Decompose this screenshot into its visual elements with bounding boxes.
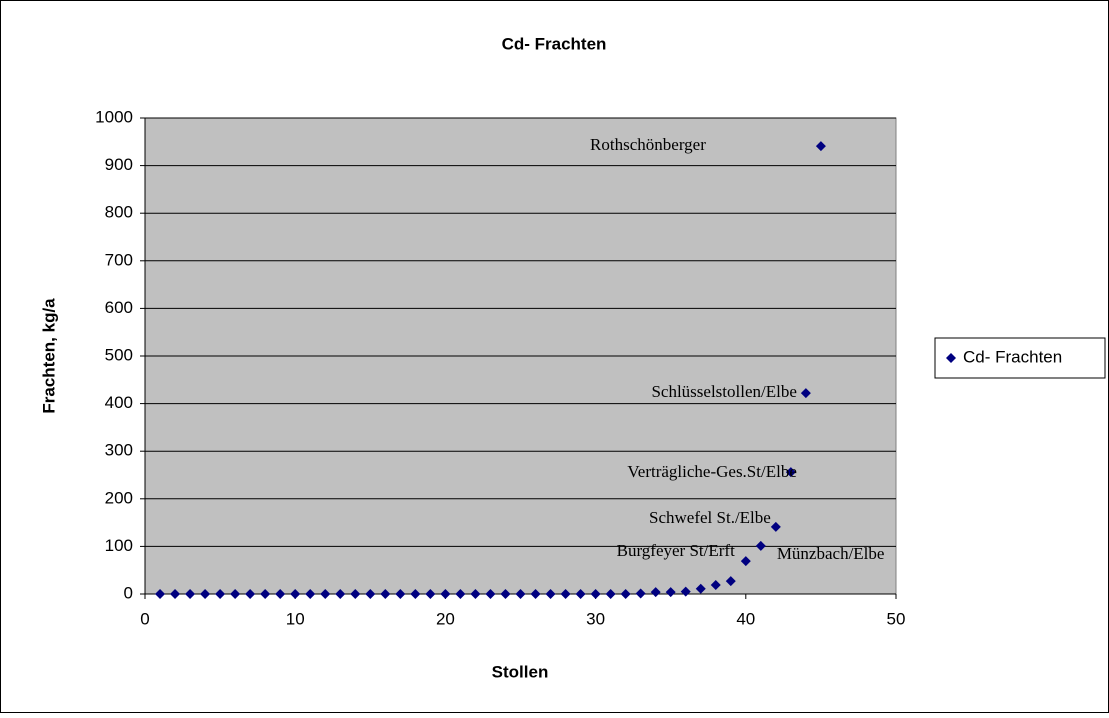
y-tick-label: 600	[105, 298, 133, 317]
point	[575, 589, 586, 599]
point	[455, 589, 466, 599]
point	[725, 576, 736, 587]
point	[590, 589, 601, 599]
y-tick-label: 300	[105, 441, 133, 460]
point	[785, 467, 796, 478]
x-axis-title: Stollen	[492, 662, 549, 681]
point	[545, 589, 556, 599]
y-tick-label: 500	[105, 345, 133, 364]
point	[320, 589, 331, 599]
point	[695, 583, 706, 594]
annotation: Burgfeyer St/Erft	[617, 541, 735, 560]
annotation: Schwefel St./Elbe	[649, 508, 771, 527]
point	[530, 589, 541, 599]
legend-label: Cd- Frachten	[963, 347, 1062, 366]
point	[500, 589, 511, 599]
annotation: Münzbach/Elbe	[777, 544, 885, 563]
x-tick-label: 0	[140, 609, 149, 628]
x-tick-label: 40	[736, 609, 755, 628]
point	[290, 589, 301, 599]
point	[350, 589, 361, 599]
point	[620, 589, 631, 599]
point	[770, 521, 781, 532]
y-tick-label: 100	[105, 536, 133, 555]
point	[230, 589, 241, 599]
point	[515, 589, 526, 599]
point	[335, 589, 346, 599]
point	[605, 589, 616, 599]
point	[245, 589, 256, 599]
point	[815, 141, 826, 152]
point	[740, 556, 751, 567]
point	[710, 579, 721, 590]
x-tick-label: 20	[436, 609, 455, 628]
point	[800, 388, 811, 399]
point	[650, 587, 661, 598]
annotation: Schlüsselstollen/Elbe	[651, 382, 796, 401]
point	[410, 589, 421, 599]
point	[365, 589, 376, 599]
point	[755, 540, 766, 551]
point	[200, 589, 211, 599]
point	[155, 589, 166, 599]
point	[665, 587, 676, 598]
point	[440, 589, 451, 599]
point	[215, 589, 226, 599]
chart-title: Cd- Frachten	[502, 34, 607, 53]
x-tick-label: 10	[286, 609, 305, 628]
point	[395, 589, 406, 599]
y-tick-label: 700	[105, 250, 133, 269]
point	[305, 589, 316, 599]
point	[635, 588, 646, 599]
x-tick-label: 50	[887, 609, 906, 628]
point	[485, 589, 496, 599]
point	[275, 589, 286, 599]
y-tick-label: 200	[105, 488, 133, 507]
y-tick-label: 800	[105, 203, 133, 222]
annotation: Rothschönberger	[590, 135, 706, 154]
point	[470, 589, 481, 599]
y-tick-label: 900	[105, 155, 133, 174]
legend-marker	[946, 353, 956, 363]
y-axis-title: Frachten, kg/a	[39, 298, 58, 414]
legend-box	[934, 337, 1106, 379]
y-tick-label: 400	[105, 393, 133, 412]
point	[260, 589, 271, 599]
point	[185, 589, 196, 599]
point	[560, 589, 571, 599]
annotation: Verträgliche-Ges.St/Elbe	[627, 462, 796, 481]
point	[425, 589, 436, 599]
y-tick-label: 0	[124, 583, 133, 602]
x-tick-label: 30	[586, 609, 605, 628]
point	[380, 589, 391, 599]
point	[680, 586, 691, 597]
y-tick-label: 1000	[95, 107, 133, 126]
point	[170, 589, 181, 599]
